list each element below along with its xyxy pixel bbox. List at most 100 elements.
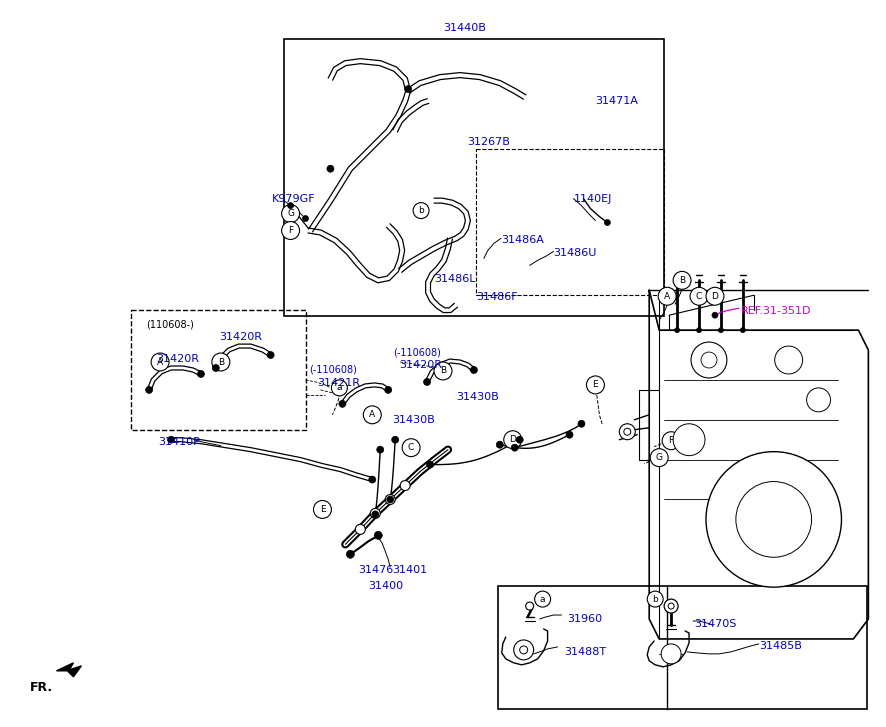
Circle shape xyxy=(741,328,745,333)
Circle shape xyxy=(282,222,299,239)
Circle shape xyxy=(511,444,518,451)
Bar xyxy=(131,310,306,430)
Text: E: E xyxy=(320,505,325,514)
Circle shape xyxy=(619,424,635,440)
Circle shape xyxy=(402,438,420,457)
Text: REF.31-351D: REF.31-351D xyxy=(741,306,812,316)
Text: D: D xyxy=(711,292,719,301)
Text: A: A xyxy=(369,410,376,419)
Text: B: B xyxy=(679,276,685,285)
Text: 31440B: 31440B xyxy=(443,23,486,33)
Text: 31267B: 31267B xyxy=(467,137,509,147)
Text: C: C xyxy=(408,443,415,452)
Text: b: b xyxy=(652,595,658,603)
Text: 31430B: 31430B xyxy=(456,392,499,402)
Circle shape xyxy=(363,406,381,424)
Circle shape xyxy=(213,364,220,371)
Text: K979GF: K979GF xyxy=(272,193,315,204)
Circle shape xyxy=(690,287,708,305)
Circle shape xyxy=(392,436,399,443)
Circle shape xyxy=(152,353,169,371)
Polygon shape xyxy=(57,663,82,677)
Circle shape xyxy=(534,591,550,607)
Circle shape xyxy=(525,602,533,610)
Text: 31485B: 31485B xyxy=(758,641,802,651)
Circle shape xyxy=(706,287,724,305)
Text: 31421R: 31421R xyxy=(317,378,361,388)
Text: A: A xyxy=(157,358,163,366)
Text: G: G xyxy=(287,209,294,218)
Circle shape xyxy=(650,449,668,467)
Circle shape xyxy=(426,461,433,468)
Circle shape xyxy=(470,366,478,374)
Circle shape xyxy=(647,591,663,607)
Circle shape xyxy=(706,451,842,587)
Circle shape xyxy=(434,362,452,380)
Circle shape xyxy=(268,352,274,358)
Circle shape xyxy=(673,424,705,456)
Circle shape xyxy=(339,401,346,407)
Circle shape xyxy=(400,481,410,491)
Text: 31486U: 31486U xyxy=(554,249,597,258)
Circle shape xyxy=(719,328,724,333)
Text: 31486F: 31486F xyxy=(476,292,517,302)
Circle shape xyxy=(664,599,678,613)
Circle shape xyxy=(369,476,376,483)
Text: (-110608): (-110608) xyxy=(309,365,357,375)
Text: FR.: FR. xyxy=(29,680,52,694)
Text: b: b xyxy=(418,206,424,215)
Circle shape xyxy=(385,387,392,393)
Circle shape xyxy=(517,436,524,443)
Circle shape xyxy=(372,511,378,518)
Text: 31471A: 31471A xyxy=(595,96,638,106)
Text: 31960: 31960 xyxy=(568,614,602,624)
Text: 1140EJ: 1140EJ xyxy=(573,193,612,204)
Text: 31486L: 31486L xyxy=(434,274,476,284)
Text: B: B xyxy=(440,366,446,375)
Circle shape xyxy=(288,203,293,209)
Text: F: F xyxy=(669,436,673,445)
Text: 31420R: 31420R xyxy=(219,332,262,342)
Circle shape xyxy=(385,494,395,505)
Circle shape xyxy=(673,271,691,289)
Circle shape xyxy=(370,508,380,518)
Circle shape xyxy=(624,428,631,435)
Text: E: E xyxy=(593,380,598,390)
Circle shape xyxy=(696,328,702,333)
Circle shape xyxy=(604,220,610,225)
Text: F: F xyxy=(288,226,293,235)
Circle shape xyxy=(374,531,382,539)
Text: 31470S: 31470S xyxy=(694,619,736,629)
Text: D: D xyxy=(509,435,517,444)
Circle shape xyxy=(701,352,717,368)
Circle shape xyxy=(712,312,718,318)
Circle shape xyxy=(282,204,299,222)
Circle shape xyxy=(346,550,354,558)
Text: 31420R: 31420R xyxy=(400,360,442,370)
Text: 31401: 31401 xyxy=(392,565,427,575)
Text: G: G xyxy=(656,453,663,462)
Circle shape xyxy=(302,216,308,222)
Circle shape xyxy=(314,500,331,518)
Text: (110608-): (110608-) xyxy=(146,319,194,329)
Circle shape xyxy=(774,346,803,374)
Text: 31430B: 31430B xyxy=(392,415,435,425)
Circle shape xyxy=(377,446,384,453)
Text: 31486A: 31486A xyxy=(501,236,544,246)
Text: (-110608): (-110608) xyxy=(393,347,441,357)
Circle shape xyxy=(691,342,727,378)
Circle shape xyxy=(355,524,365,534)
Circle shape xyxy=(520,646,528,654)
Circle shape xyxy=(578,420,585,427)
Circle shape xyxy=(566,431,573,438)
Circle shape xyxy=(496,441,503,448)
Text: a: a xyxy=(540,595,546,603)
Circle shape xyxy=(386,496,393,503)
Circle shape xyxy=(504,430,522,449)
Circle shape xyxy=(668,603,674,609)
Circle shape xyxy=(674,328,680,333)
Text: 31476: 31476 xyxy=(358,565,393,575)
Circle shape xyxy=(658,287,676,305)
Text: a: a xyxy=(337,383,342,393)
Circle shape xyxy=(661,644,681,664)
